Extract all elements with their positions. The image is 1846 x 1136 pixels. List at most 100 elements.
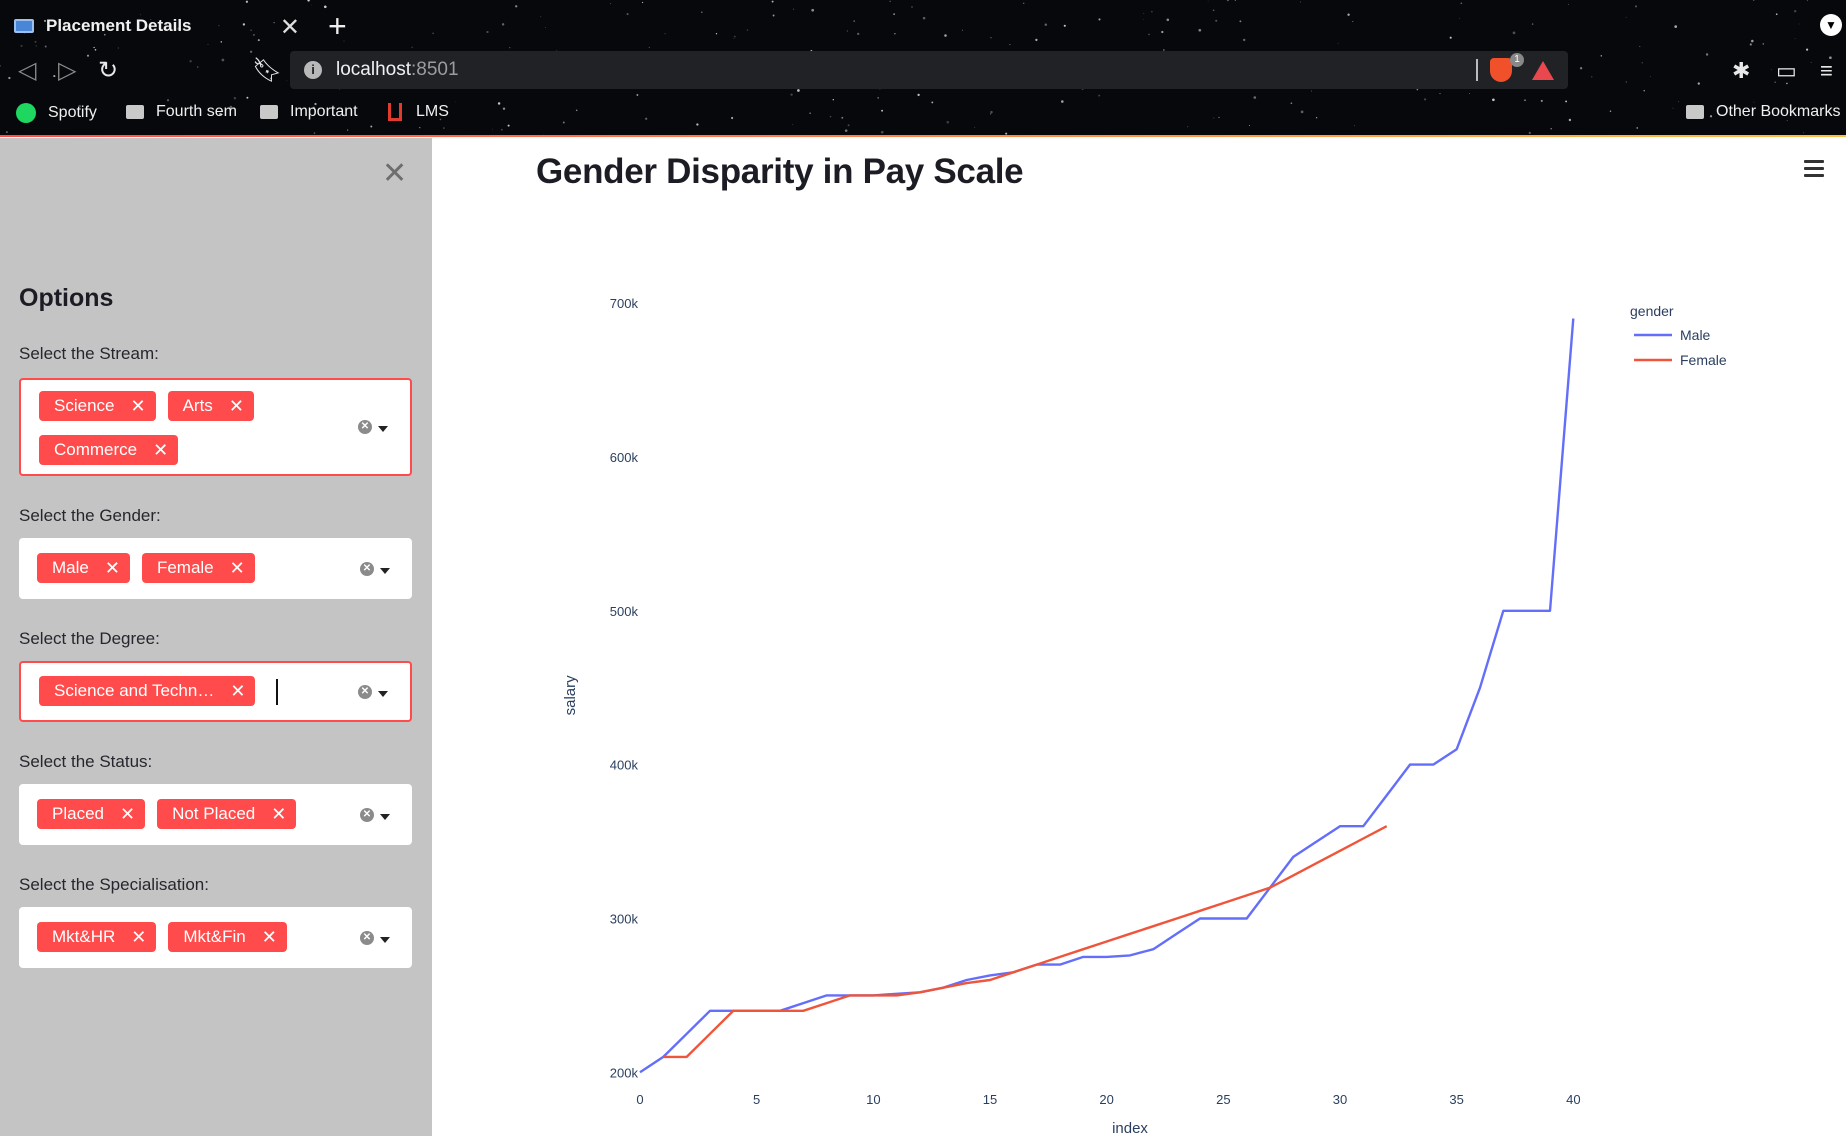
bookmark-label: LMS — [416, 103, 449, 120]
remove-tag-icon[interactable]: ✕ — [104, 557, 120, 578]
x-tick-label: 30 — [1333, 1092, 1347, 1107]
y-tick-label: 600k — [610, 450, 639, 465]
tab-close-icon[interactable]: ✕ — [279, 14, 300, 41]
remove-tag-icon[interactable]: ✕ — [130, 395, 146, 416]
y-tick-label: 200k — [610, 1065, 639, 1080]
clear-all-icon[interactable]: ✕ — [360, 562, 374, 576]
extensions-icon[interactable]: ✱ — [1732, 58, 1751, 83]
chevron-down-icon[interactable] — [378, 691, 388, 697]
y-tick-label: 300k — [610, 911, 639, 926]
tag-mkt-fin: Mkt&Fin ✕ — [168, 922, 287, 952]
tag-male: Male ✕ — [37, 553, 130, 583]
x-tick-label: 15 — [983, 1092, 997, 1107]
bookmark-fourth-sem[interactable]: Fourth sem — [126, 103, 237, 121]
tag-not-placed: Not Placed ✕ — [157, 799, 297, 829]
legend-label-female: Female — [1680, 352, 1727, 368]
folder-icon — [126, 105, 144, 119]
remove-tag-icon[interactable]: ✕ — [119, 803, 136, 824]
y-axis-title: salary — [562, 675, 579, 716]
degree-multiselect[interactable]: Science and Techn… ✕ ✕ — [19, 661, 412, 722]
bookmark-label: Other Bookmarks — [1716, 103, 1841, 120]
bookmark-important[interactable]: Important — [260, 103, 358, 121]
page-title: Gender Disparity in Pay Scale — [536, 152, 1024, 191]
bookmark-other[interactable]: Other Bookmarks — [1686, 103, 1840, 121]
x-tick-label: 10 — [866, 1092, 880, 1107]
clear-all-icon[interactable]: ✕ — [358, 420, 372, 434]
x-tick-label: 25 — [1216, 1092, 1230, 1107]
chevron-down-icon[interactable] — [378, 426, 388, 432]
tab-title: Placement Details — [46, 16, 192, 35]
status-multiselect[interactable]: Placed ✕ Not Placed ✕ ✕ — [19, 784, 412, 845]
y-tick-label: 700k — [610, 296, 639, 311]
tag-mkt-hr: Mkt&HR ✕ — [37, 922, 157, 952]
status-label: Select the Status: — [19, 752, 153, 771]
remove-tag-icon[interactable]: ✕ — [271, 803, 287, 824]
stream-multiselect[interactable]: Science ✕ Arts ✕ Commerce ✕ ✕ — [19, 378, 412, 476]
shield-count-badge: 1 — [1510, 53, 1524, 67]
address-divider — [1476, 59, 1478, 81]
x-tick-label: 35 — [1449, 1092, 1463, 1107]
forward-icon[interactable]: ▷ — [58, 57, 77, 84]
address-bar[interactable]: i localhost :8501 1 — [290, 51, 1568, 89]
series-line-female — [663, 825, 1388, 1059]
bookmark-spotify[interactable]: Spotify — [16, 103, 97, 123]
salary-line-chart: 200k 300k 400k 500k 600k 700k 0 5 10 15 20 25 30 35 40… — [562, 296, 1727, 1136]
folder-icon — [1686, 105, 1704, 119]
sidebar: ✕ Options Select the Stream: Science ✕ Ar… — [0, 138, 432, 1136]
remove-tag-icon[interactable]: ✕ — [153, 439, 169, 460]
gender-label: Select the Gender: — [19, 506, 161, 525]
bookmark-label: Spotify — [48, 104, 97, 121]
brave-rewards-icon[interactable] — [1532, 61, 1554, 80]
chevron-down-icon[interactable] — [380, 568, 390, 574]
chevron-down-icon[interactable]: ▼ — [1820, 14, 1842, 36]
degree-label: Select the Degree: — [19, 629, 160, 648]
legend-label-male: Male — [1680, 327, 1711, 343]
hamburger-menu-icon[interactable] — [1804, 160, 1824, 178]
x-axis-title: index — [1112, 1120, 1148, 1136]
text-cursor — [276, 679, 278, 705]
specialisation-label: Select the Specialisation: — [19, 875, 209, 894]
tag-science: Science ✕ — [39, 391, 156, 421]
y-tick-label: 500k — [610, 604, 639, 619]
chevron-down-icon[interactable] — [380, 814, 390, 820]
browser-chrome: Placement Details ✕ + ▼ ◁ ▷ ↻ 🔖︎ i local… — [0, 0, 1846, 137]
back-icon[interactable]: ◁ — [18, 57, 37, 84]
bookmark-label: Fourth sem — [156, 103, 237, 120]
remove-tag-icon[interactable]: ✕ — [230, 680, 246, 701]
brave-shield-icon[interactable] — [1490, 58, 1512, 82]
remove-tag-icon[interactable]: ✕ — [131, 926, 147, 947]
new-tab-button[interactable]: + — [328, 8, 347, 44]
clear-all-icon[interactable]: ✕ — [360, 931, 374, 945]
x-tick-label: 5 — [753, 1092, 760, 1107]
bookmark-label: Important — [290, 103, 358, 120]
x-tick-label: 20 — [1099, 1092, 1113, 1107]
specialisation-multiselect[interactable]: Mkt&HR ✕ Mkt&Fin ✕ ✕ — [19, 907, 412, 968]
gender-multiselect[interactable]: Male ✕ Female ✕ ✕ — [19, 538, 412, 599]
bookmark-lms[interactable]: LMS — [388, 103, 449, 121]
tag-commerce: Commerce ✕ — [39, 435, 179, 465]
bookmark-icon[interactable]: 🔖︎ — [252, 57, 283, 84]
reload-icon[interactable]: ↻ — [98, 57, 119, 84]
clear-all-icon[interactable]: ✕ — [360, 808, 374, 822]
info-icon[interactable]: i — [304, 61, 322, 79]
series-line-male — [639, 318, 1575, 1074]
x-tick-label: 40 — [1566, 1092, 1580, 1107]
clear-all-icon[interactable]: ✕ — [358, 685, 372, 699]
tag-female: Female ✕ — [141, 553, 255, 583]
remove-tag-icon[interactable]: ✕ — [261, 926, 277, 947]
x-tick-label: 0 — [636, 1092, 643, 1107]
tag-arts: Arts ✕ — [167, 391, 254, 421]
menu-icon[interactable]: ≡ — [1820, 58, 1833, 83]
remove-tag-icon[interactable]: ✕ — [229, 557, 245, 578]
close-sidebar-icon[interactable]: ✕ — [382, 157, 408, 190]
browser-tab[interactable]: Placement Details ✕ — [0, 0, 322, 52]
stream-label: Select the Stream: — [19, 344, 159, 363]
url-port: :8501 — [411, 59, 459, 80]
remove-tag-icon[interactable]: ✕ — [228, 395, 244, 416]
wallet-icon[interactable]: ▭ — [1776, 58, 1797, 83]
url-host: localhost — [336, 59, 411, 80]
folder-icon — [260, 105, 278, 119]
chevron-down-icon[interactable] — [380, 937, 390, 943]
tag-placed: Placed ✕ — [37, 799, 146, 829]
lms-icon — [388, 103, 402, 121]
